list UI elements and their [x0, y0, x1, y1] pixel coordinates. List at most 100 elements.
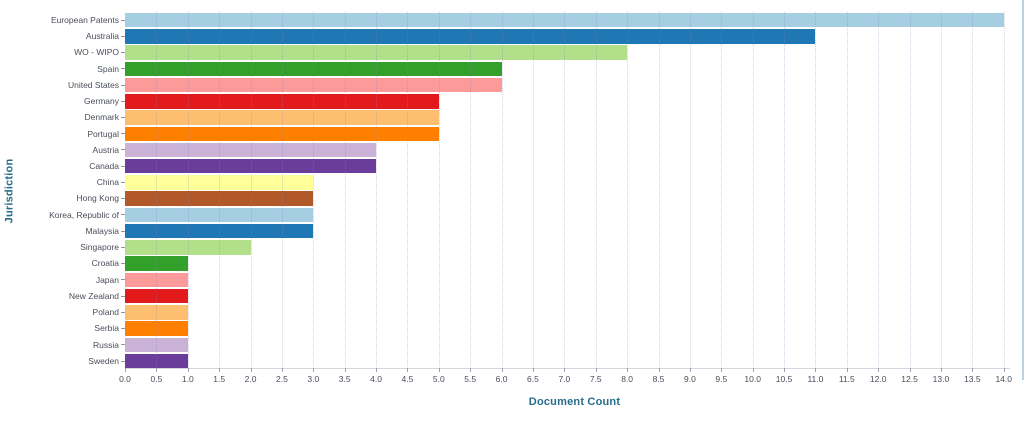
bar-russia[interactable] [125, 337, 188, 353]
category-label: United States [67, 79, 119, 90]
bar-row [125, 223, 1010, 239]
x-tick-label: 3.5 [338, 374, 351, 384]
category-label: Portugal [87, 128, 119, 139]
x-tick-label: 10.0 [744, 374, 761, 384]
x-tick-label: 13.5 [964, 374, 981, 384]
bar-row [125, 256, 1010, 272]
bar-row [125, 288, 1010, 304]
x-tick-mark [438, 368, 440, 372]
category-label: China [96, 177, 119, 188]
category-label: Korea, Republic of [49, 209, 119, 220]
x-tick-mark [878, 368, 880, 372]
category-label: Denmark [84, 112, 119, 123]
x-tick-label: 8.0 [621, 374, 634, 384]
bar-poland[interactable] [125, 305, 188, 320]
x-tick-mark [909, 368, 911, 372]
bar-row [125, 126, 1010, 142]
y-tick-mark [121, 295, 125, 297]
x-tick-label: 3.0 [307, 374, 320, 384]
category-row-malaysia: Malaysia [0, 223, 125, 239]
bar-row [125, 77, 1010, 93]
x-tick-mark [313, 368, 315, 372]
panel-right-edge [1022, 0, 1024, 380]
x-tick-label: 7.5 [589, 374, 602, 384]
bar-austria[interactable] [125, 142, 377, 158]
x-tick-label: 13.0 [932, 374, 950, 384]
bar-malaysia[interactable] [125, 223, 314, 239]
y-tick-mark [121, 35, 125, 37]
y-tick-mark [121, 214, 125, 216]
category-label: Malaysia [85, 225, 119, 236]
bar-germany[interactable] [125, 94, 439, 109]
x-tick-mark [564, 368, 566, 372]
bar-japan[interactable] [125, 272, 188, 288]
category-label: Australia [85, 31, 119, 42]
bar-united-states[interactable] [125, 77, 502, 93]
x-tick-mark [250, 368, 252, 372]
x-tick-mark [721, 368, 723, 372]
x-tick-mark [689, 368, 691, 372]
x-tick-label: 9.5 [715, 374, 728, 384]
x-tick-label: 11.0 [807, 374, 824, 384]
x-tick-mark [972, 368, 974, 372]
bar-denmark[interactable] [125, 110, 439, 125]
category-label: Canada [89, 160, 119, 171]
bar-row [125, 337, 1010, 353]
category-row-united-states: United States [0, 77, 125, 93]
bar-row [125, 174, 1010, 190]
y-tick-mark [121, 311, 125, 313]
bar-sweden[interactable] [125, 353, 188, 369]
category-label: Japan [95, 274, 119, 285]
category-row-russia: Russia [0, 337, 125, 353]
x-tick-label: 4.0 [370, 374, 382, 384]
category-row-serbia: Serbia [0, 320, 125, 336]
y-tick-mark [121, 198, 125, 200]
bar-croatia[interactable] [125, 256, 188, 271]
bar-portugal[interactable] [125, 126, 439, 141]
x-tick-label: 12.5 [901, 374, 918, 384]
x-tick-mark [156, 368, 158, 372]
bar-korea-republic-of[interactable] [125, 207, 314, 223]
bar-row [125, 353, 1010, 369]
bar-wo-wipo[interactable] [125, 45, 628, 60]
bar-serbia[interactable] [125, 321, 188, 336]
x-tick-label: 7.0 [558, 374, 571, 384]
x-tick-label: 14.0 [995, 374, 1012, 384]
bar-spain[interactable] [125, 61, 502, 77]
bar-european-patents[interactable] [125, 12, 1004, 28]
y-tick-mark [121, 246, 125, 248]
x-tick-label: 5.5 [464, 374, 477, 384]
category-row-germany: Germany [0, 93, 125, 109]
x-tick-mark [501, 368, 503, 372]
y-tick-mark [121, 181, 125, 183]
bar-row [125, 304, 1010, 320]
category-label: Germany [84, 96, 119, 107]
y-tick-mark [121, 133, 125, 135]
bar-canada[interactable] [125, 158, 377, 174]
y-tick-mark [121, 19, 125, 21]
x-tick-mark [1003, 368, 1005, 372]
category-label: Croatia [91, 258, 119, 269]
category-row-european-patents: European Patents [0, 12, 125, 28]
category-label: WO - WIPO [74, 47, 119, 58]
y-tick-mark [121, 328, 125, 330]
category-label: Austria [92, 144, 119, 155]
x-tick-mark [532, 368, 534, 372]
y-tick-mark [121, 230, 125, 232]
bar-row [125, 191, 1010, 207]
y-tick-mark [121, 52, 125, 54]
category-label: Singapore [80, 242, 119, 253]
bar-hong-kong[interactable] [125, 191, 314, 206]
bar-new-zealand[interactable] [125, 288, 188, 304]
x-tick-label: 1.0 [181, 374, 194, 384]
category-row-singapore: Singapore [0, 239, 125, 255]
x-tick-label: 10.5 [775, 374, 793, 384]
bar-singapore[interactable] [125, 240, 251, 255]
bar-china[interactable] [125, 175, 314, 190]
bar-australia[interactable] [125, 29, 816, 44]
category-row-wo-wipo: WO - WIPO [0, 44, 125, 60]
category-label: Poland [92, 307, 119, 318]
bar-row [125, 28, 1010, 44]
category-row-canada: Canada [0, 158, 125, 174]
bar-row [125, 109, 1010, 125]
